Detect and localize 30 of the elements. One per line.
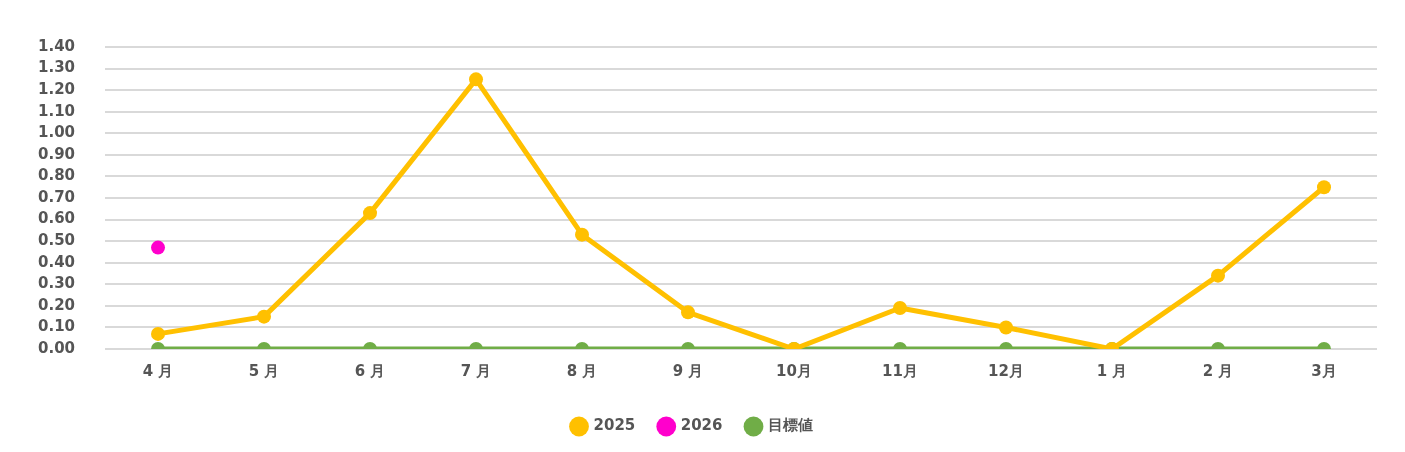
- y-tick-label: 0.30: [37, 274, 76, 293]
- y-tick-label: 0.50: [37, 231, 76, 250]
- x-tick-label: 12月: [988, 361, 1024, 380]
- y-tick-label: 1.10: [37, 101, 76, 120]
- x-tick-label: 8 月: [566, 361, 598, 380]
- legend-label: 目標値: [768, 416, 813, 435]
- y-tick-label: 0.40: [37, 252, 76, 271]
- y-tick-label: 0.20: [37, 295, 76, 314]
- x-tick-label: 5 月: [248, 361, 280, 380]
- x-tick-label: 9 月: [672, 361, 704, 380]
- y-tick-label: 1.40: [37, 36, 76, 55]
- x-tick-label: 7 月: [460, 361, 492, 380]
- y-tick-label: 0.80: [37, 166, 76, 185]
- x-tick-label: 10月: [776, 361, 812, 380]
- y-tick-label: 1.30: [37, 58, 76, 77]
- x-tick-label: 6 月: [354, 361, 386, 380]
- x-tick-label: 3月: [1311, 361, 1337, 380]
- x-tick-label: 11月: [882, 361, 918, 380]
- y-tick-label: 1.00: [37, 123, 76, 142]
- y-tick-label: 0.90: [37, 144, 76, 163]
- x-tick-label: 4 月: [142, 361, 174, 380]
- y-tick-label: 1.20: [37, 80, 76, 99]
- x-tick-label: 1 月: [1096, 361, 1128, 380]
- legend-label: 2026: [680, 416, 723, 435]
- legend-label: 2025: [593, 416, 636, 435]
- y-tick-label: 0.00: [37, 338, 76, 357]
- x-tick-label: 2 月: [1202, 361, 1234, 380]
- y-tick-label: 0.70: [37, 187, 76, 206]
- y-tick-label: 0.10: [37, 317, 76, 336]
- y-tick-label: 0.60: [37, 209, 76, 228]
